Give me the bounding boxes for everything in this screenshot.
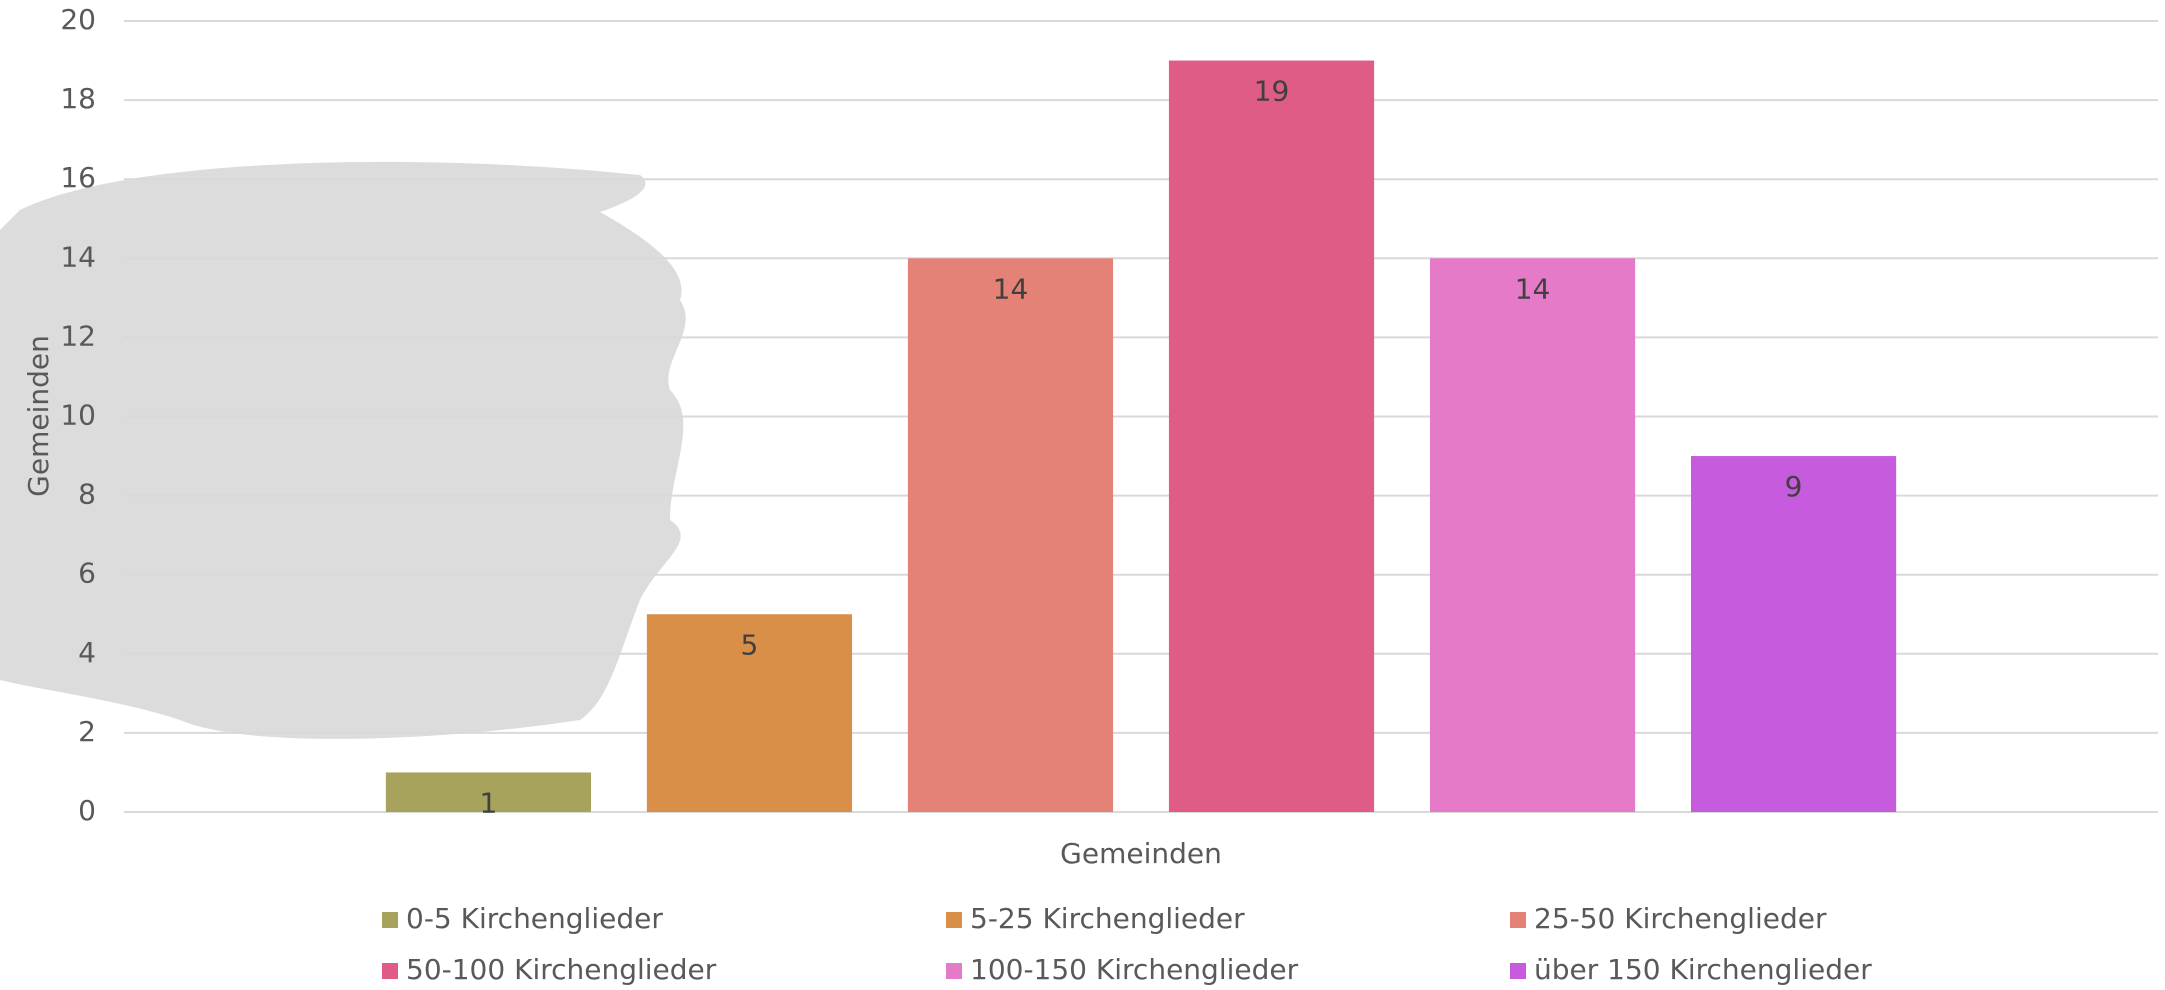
legend-label: 5-25 Kirchenglieder (970, 902, 1245, 935)
legend-swatch (1510, 963, 1526, 979)
legend-swatch (946, 912, 962, 928)
legend-label: 100-150 Kirchenglieder (970, 953, 1299, 986)
legend-swatch (1510, 912, 1526, 928)
data-label: 5 (741, 628, 759, 661)
legend-label: über 150 Kirchenglieder (1534, 953, 1872, 986)
data-label: 1 (480, 786, 498, 819)
chart: Gemeinden 0 2 4 6 8 10 12 14 16 18 20 Gemeinden 1 5 14… (0, 0, 2165, 990)
y-tick-label: 8 (78, 478, 96, 511)
data-label: 14 (993, 272, 1029, 305)
y-tick-label: 6 (78, 557, 96, 590)
data-label: 19 (1254, 75, 1290, 108)
legend-label: 50-100 Kirchenglieder (406, 953, 717, 986)
x-tick-label: Gemeinden (1060, 837, 1222, 870)
bar (1691, 456, 1896, 812)
y-axis-title: Gemeinden (22, 335, 55, 497)
data-label: 9 (1785, 470, 1803, 503)
y-tick-label: 14 (60, 240, 96, 273)
redaction (0, 162, 686, 739)
bar (1169, 61, 1374, 812)
y-tick-label: 0 (78, 794, 96, 827)
legend-swatch (946, 963, 962, 979)
data-label: 14 (1515, 272, 1551, 305)
y-tick-label: 18 (60, 82, 96, 115)
y-tick-label: 16 (60, 161, 96, 194)
y-tick-label: 12 (60, 319, 96, 352)
bar (1430, 258, 1635, 812)
y-tick-label: 20 (60, 3, 96, 36)
y-tick-label: 10 (60, 399, 96, 432)
legend-swatch (382, 963, 398, 979)
y-tick-label: 4 (78, 636, 96, 669)
legend-label: 0-5 Kirchenglieder (406, 902, 663, 935)
legend-label: 25-50 Kirchenglieder (1534, 902, 1827, 935)
y-tick-label: 2 (78, 715, 96, 748)
legend-swatch (382, 912, 398, 928)
bar (908, 258, 1113, 812)
